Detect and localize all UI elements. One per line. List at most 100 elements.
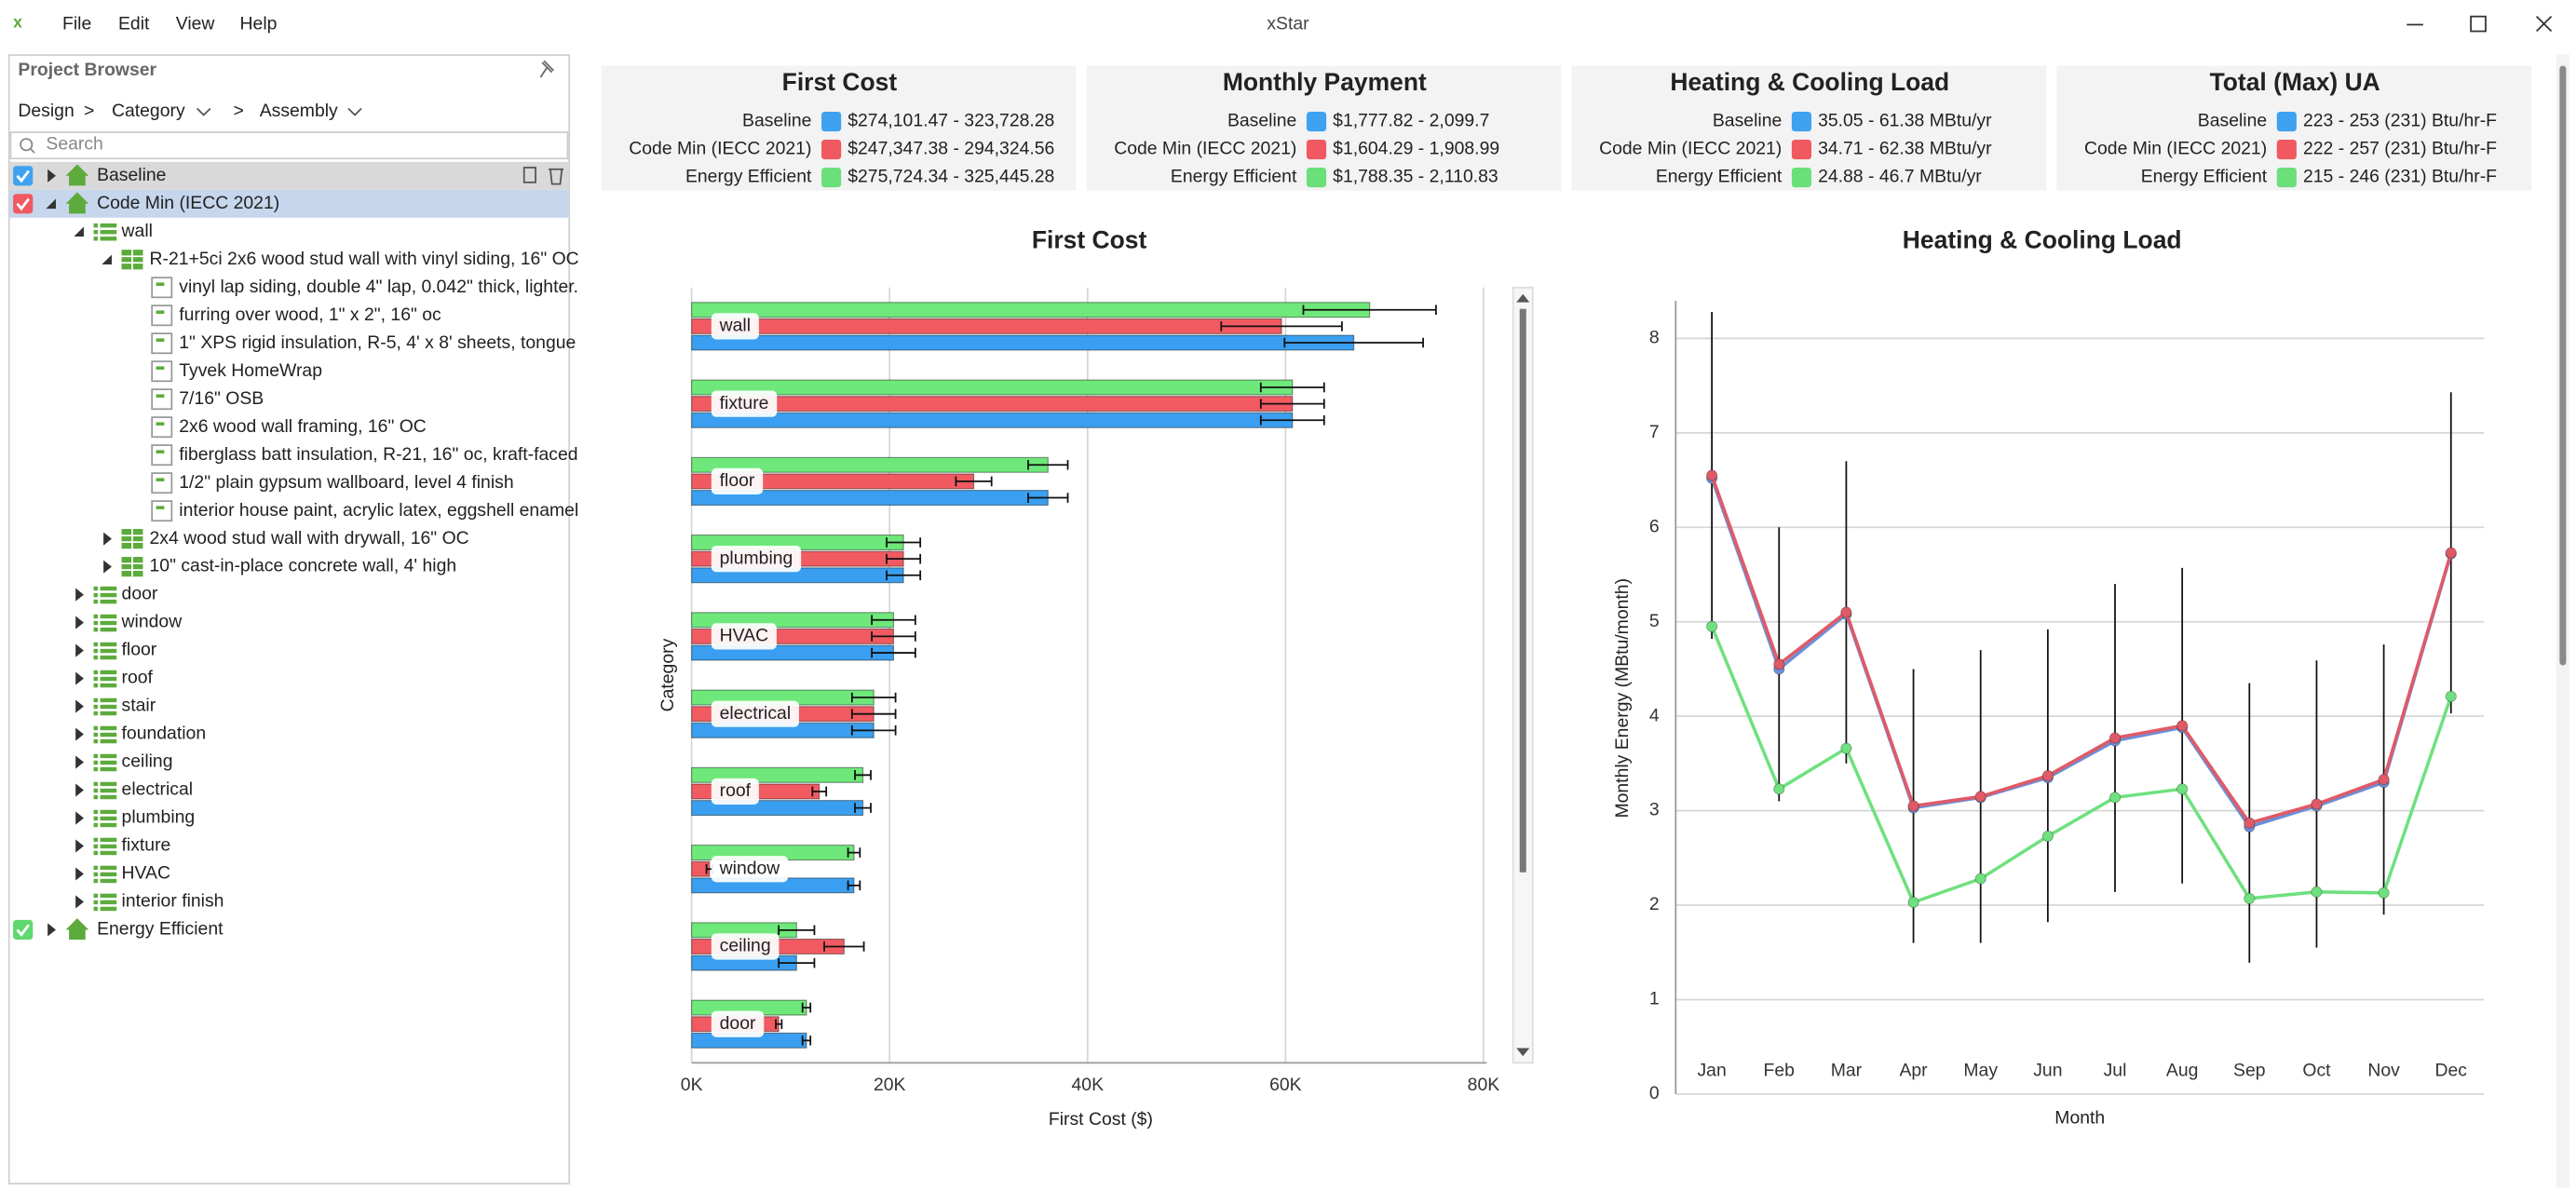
copy-button[interactable]	[522, 167, 536, 183]
tree-label[interactable]: interior house paint, acrylic latex, egg…	[179, 500, 578, 521]
list-icon	[100, 878, 117, 884]
tree-label[interactable]: Energy Efficient	[97, 919, 224, 940]
collapsed-arrow[interactable]	[75, 616, 84, 629]
tree-label[interactable]: furring over wood, 1" x 2", 16" oc	[179, 305, 441, 325]
list-icon	[93, 900, 98, 905]
tree-label[interactable]: floor	[122, 640, 157, 660]
collapsed-arrow[interactable]	[75, 699, 84, 713]
tree-label[interactable]: 1" XPS rigid insulation, R-5, 4' x 8' sh…	[179, 332, 605, 353]
error-bar	[1027, 459, 1069, 470]
list-icon	[100, 850, 117, 856]
category-label-box	[711, 313, 759, 340]
collapsed-arrow[interactable]	[75, 671, 84, 685]
error-bar	[847, 847, 861, 858]
tree-label[interactable]: fiberglass batt insulation, R-21, 16" oc…	[179, 444, 577, 465]
collapsed-arrow[interactable]	[75, 811, 84, 825]
scroll-down[interactable]	[1516, 1048, 1530, 1057]
material-icon	[151, 444, 173, 467]
checkbox[interactable]	[13, 919, 34, 941]
list-icon	[93, 893, 98, 899]
tree-label[interactable]: vinyl lap siding, double 4" lap, 0.042" …	[179, 277, 589, 297]
checkbox[interactable]	[13, 166, 34, 186]
collapsed-arrow[interactable]	[75, 755, 84, 769]
breadcrumb-item[interactable]: Design	[18, 101, 74, 121]
menu-item[interactable]: Help	[240, 14, 278, 34]
dropdown-chevron[interactable]	[197, 107, 211, 116]
tree-label[interactable]: plumbing	[122, 807, 196, 828]
tree-label[interactable]: Tyvek HomeWrap	[179, 360, 322, 381]
tree-label[interactable]: 2x6 wood wall framing, 16" OC	[179, 416, 427, 437]
tree-label[interactable]: Code Min (IECC 2021)	[97, 193, 279, 213]
category-label-box	[711, 1010, 765, 1037]
collapsed-arrow[interactable]	[75, 783, 84, 797]
collapsed-arrow[interactable]	[75, 727, 84, 741]
collapsed-arrow[interactable]	[47, 169, 56, 183]
card-title: First Cost	[782, 68, 898, 96]
tree-label[interactable]: wall	[121, 221, 153, 241]
collapsed-arrow[interactable]	[75, 643, 84, 657]
tree-label[interactable]: stair	[122, 696, 156, 716]
tree-label[interactable]: roof	[122, 668, 154, 688]
scroll-up[interactable]	[1516, 293, 1530, 303]
search-box[interactable]	[9, 131, 569, 160]
tree-label[interactable]: ceiling	[122, 751, 173, 772]
list-icon	[93, 599, 98, 604]
material-icon	[156, 282, 165, 286]
collapsed-arrow[interactable]	[75, 839, 84, 853]
error-bar	[871, 615, 916, 626]
tree-label[interactable]: 1/2" plain gypsum wallboard, level 4 fin…	[179, 472, 513, 493]
breadcrumb-item[interactable]: Assembly	[260, 101, 338, 121]
data-point	[2041, 830, 2054, 843]
data-point	[1974, 791, 1986, 803]
menu-item[interactable]: File	[62, 14, 91, 34]
pin-button[interactable]	[539, 60, 555, 78]
list-icon	[93, 230, 98, 235]
menu-item[interactable]: View	[176, 14, 216, 34]
legend-range: 222 - 257 (231) Btu/hr-F	[2303, 139, 2497, 159]
tree-label[interactable]: 10" cast-in-place concrete wall, 4' high	[150, 556, 457, 576]
category-label: HVAC	[720, 626, 768, 646]
tree-label[interactable]: door	[122, 584, 158, 604]
collapsed-arrow[interactable]	[47, 923, 56, 937]
tree-label[interactable]: Baseline	[97, 165, 166, 185]
close-button[interactable]	[2536, 16, 2553, 33]
tree-label[interactable]: interior finish	[122, 891, 224, 912]
category-label: wall	[719, 316, 751, 336]
collapsed-arrow[interactable]	[103, 560, 112, 574]
tree-label[interactable]: foundation	[122, 724, 207, 744]
chart-scrollbar-thumb[interactable]	[1519, 308, 1526, 873]
tree-label[interactable]: window	[121, 612, 183, 632]
tree-label[interactable]: fixture	[122, 835, 171, 856]
error-bar	[778, 957, 816, 968]
collapsed-arrow[interactable]	[75, 588, 84, 602]
error-bar	[811, 786, 828, 797]
tree-label[interactable]: electrical	[122, 779, 194, 800]
menu-item[interactable]: Edit	[118, 14, 150, 34]
delete-button[interactable]	[549, 168, 564, 185]
breadcrumb-item[interactable]: Category	[112, 101, 185, 121]
tree-label[interactable]: R-21+5ci 2x6 wood stud wall with vinyl s…	[150, 249, 579, 269]
material-icon	[151, 388, 173, 411]
x-tick-label: Feb	[1764, 1060, 1795, 1080]
maximize-button[interactable]	[2470, 15, 2487, 33]
tree-label[interactable]: HVAC	[122, 863, 170, 884]
data-point	[2041, 769, 2054, 782]
list-icon	[100, 837, 117, 843]
legend-swatch	[2276, 167, 2297, 188]
x-tick-label: Dec	[2435, 1060, 2468, 1080]
y-tick-label: 4	[1649, 705, 1660, 725]
collapsed-arrow[interactable]	[75, 867, 84, 881]
list-icon	[100, 760, 117, 765]
collapsed-arrow[interactable]	[75, 895, 84, 909]
checkbox[interactable]	[13, 194, 34, 214]
legend-range: 215 - 246 (231) Btu/hr-F	[2303, 167, 2497, 187]
tree-label[interactable]: 2x4 wood stud wall with drywall, 16" OC	[150, 528, 469, 548]
collapsed-arrow[interactable]	[103, 532, 112, 546]
search-placeholder[interactable]: Search	[46, 133, 102, 154]
category-label-box	[711, 546, 802, 573]
tree-label[interactable]: 7/16" OSB	[179, 388, 264, 409]
list-icon	[100, 237, 117, 241]
dropdown-chevron[interactable]	[347, 107, 362, 116]
scrollbar-thumb[interactable]	[2559, 65, 2567, 666]
